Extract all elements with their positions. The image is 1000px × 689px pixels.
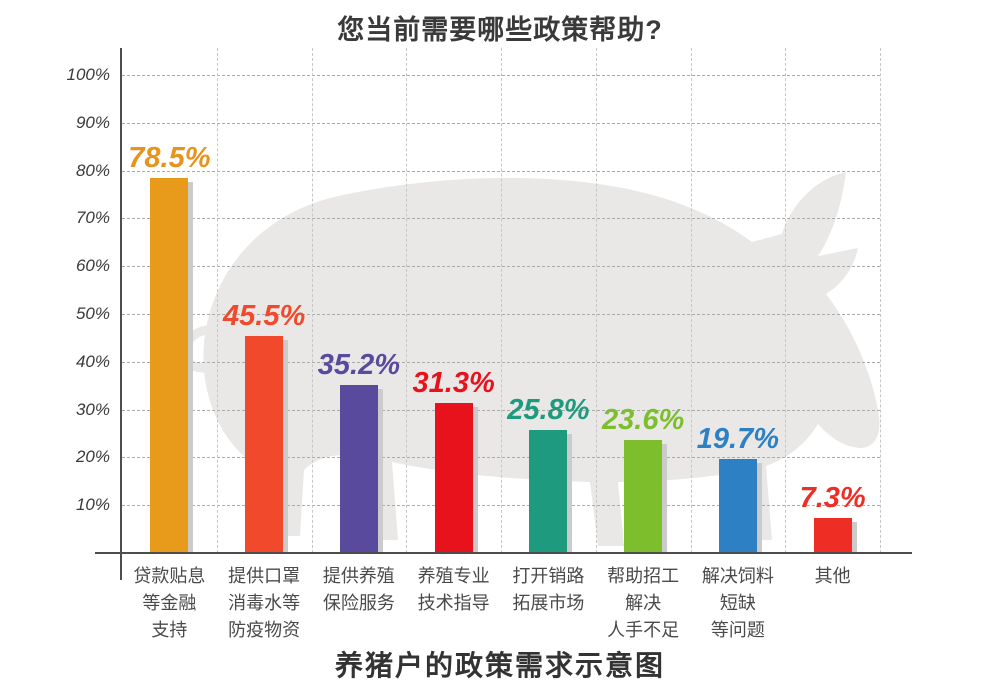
bar-value-label: 25.8%: [507, 393, 590, 426]
category-label-line: 提供口罩: [228, 566, 301, 586]
category-label-line: 等金融: [142, 593, 197, 613]
bar-value-label: 31.3%: [412, 367, 495, 400]
y-axis-tick: 70%: [75, 208, 110, 228]
grid-line-v: [690, 48, 692, 553]
category-label-line: 其他: [814, 566, 851, 586]
y-axis-tick: 30%: [75, 399, 110, 419]
y-axis-tick: 90%: [75, 112, 110, 132]
category-label-line: 帮助招工: [607, 566, 680, 586]
category-label-line: 贷款贴息: [133, 566, 206, 586]
y-axis-tick: 60%: [75, 256, 110, 276]
grid-line-v: [501, 48, 502, 553]
grid-line-v: [406, 48, 408, 553]
bar: [624, 440, 668, 554]
grid-line-v: [785, 48, 787, 553]
category-label-line: 技术指导: [417, 593, 490, 613]
grid-line-v: [216, 48, 218, 553]
category-label-line: 消毒水等: [228, 593, 301, 613]
grid-line-v: [311, 48, 313, 553]
bar-value-label: 19.7%: [696, 422, 779, 455]
category-label-line: 等问题: [710, 620, 765, 640]
y-axis-tick: 10%: [75, 495, 110, 515]
chart-title: 您当前需要哪些政策帮助?: [337, 15, 663, 45]
category-label: 打开销路 拓展市场: [493, 563, 604, 617]
y-axis-tick: 80%: [75, 160, 110, 180]
bar: [150, 177, 194, 555]
bar: [245, 335, 289, 555]
category-label-line: 解决: [625, 593, 662, 613]
bar-value-label: 78.5%: [128, 141, 211, 174]
chart-caption: 养猪户的政策需求示意图: [334, 650, 665, 681]
bar: [339, 384, 383, 555]
x-axis-line: [95, 552, 912, 554]
category-label-line: 提供养殖: [322, 566, 395, 586]
category-label-line: 防疫物资: [228, 620, 301, 640]
category-label-line: 保险服务: [322, 593, 395, 613]
bar: [813, 518, 857, 554]
bar: [718, 458, 762, 555]
category-label: 养殖专业 技术指导: [398, 563, 509, 617]
bar-value-label: 7.3%: [799, 482, 866, 515]
category-label: 解决饲料 短缺 等问题: [683, 563, 794, 644]
category-label: 提供养殖 保险服务: [304, 563, 415, 617]
bar: [529, 429, 573, 555]
bar-value-label: 23.6%: [602, 404, 685, 437]
category-label: 贷款贴息 等金融 支持: [114, 563, 225, 644]
category-label-line: 支持: [151, 620, 188, 640]
grid-line-v: [880, 48, 881, 553]
grid-line-v: [595, 48, 597, 553]
category-label-line: 养殖专业: [417, 566, 490, 586]
y-axis-tick: 50%: [75, 304, 110, 323]
category-label: 帮助招工解决人手不足: [588, 563, 699, 644]
bar-value-label: 35.2%: [317, 348, 400, 381]
y-axis-line: [120, 48, 122, 580]
category-label-line: 短缺: [719, 593, 756, 613]
bar: [434, 403, 478, 554]
category-label: 提供口罩消毒水等防疫物资: [209, 563, 320, 644]
category-label-line: 拓展市场: [512, 593, 585, 613]
category-label: 其他: [777, 563, 888, 590]
bar-value-label: 45.5%: [223, 299, 306, 332]
category-label-line: 人手不足: [607, 620, 680, 640]
y-axis-tick: 20%: [75, 447, 110, 467]
category-label-line: 解决饲料: [701, 566, 774, 586]
category-label-line: 打开销路: [512, 566, 585, 586]
y-axis-tick: 100%: [66, 65, 110, 84]
y-axis-tick: 40%: [75, 351, 110, 371]
